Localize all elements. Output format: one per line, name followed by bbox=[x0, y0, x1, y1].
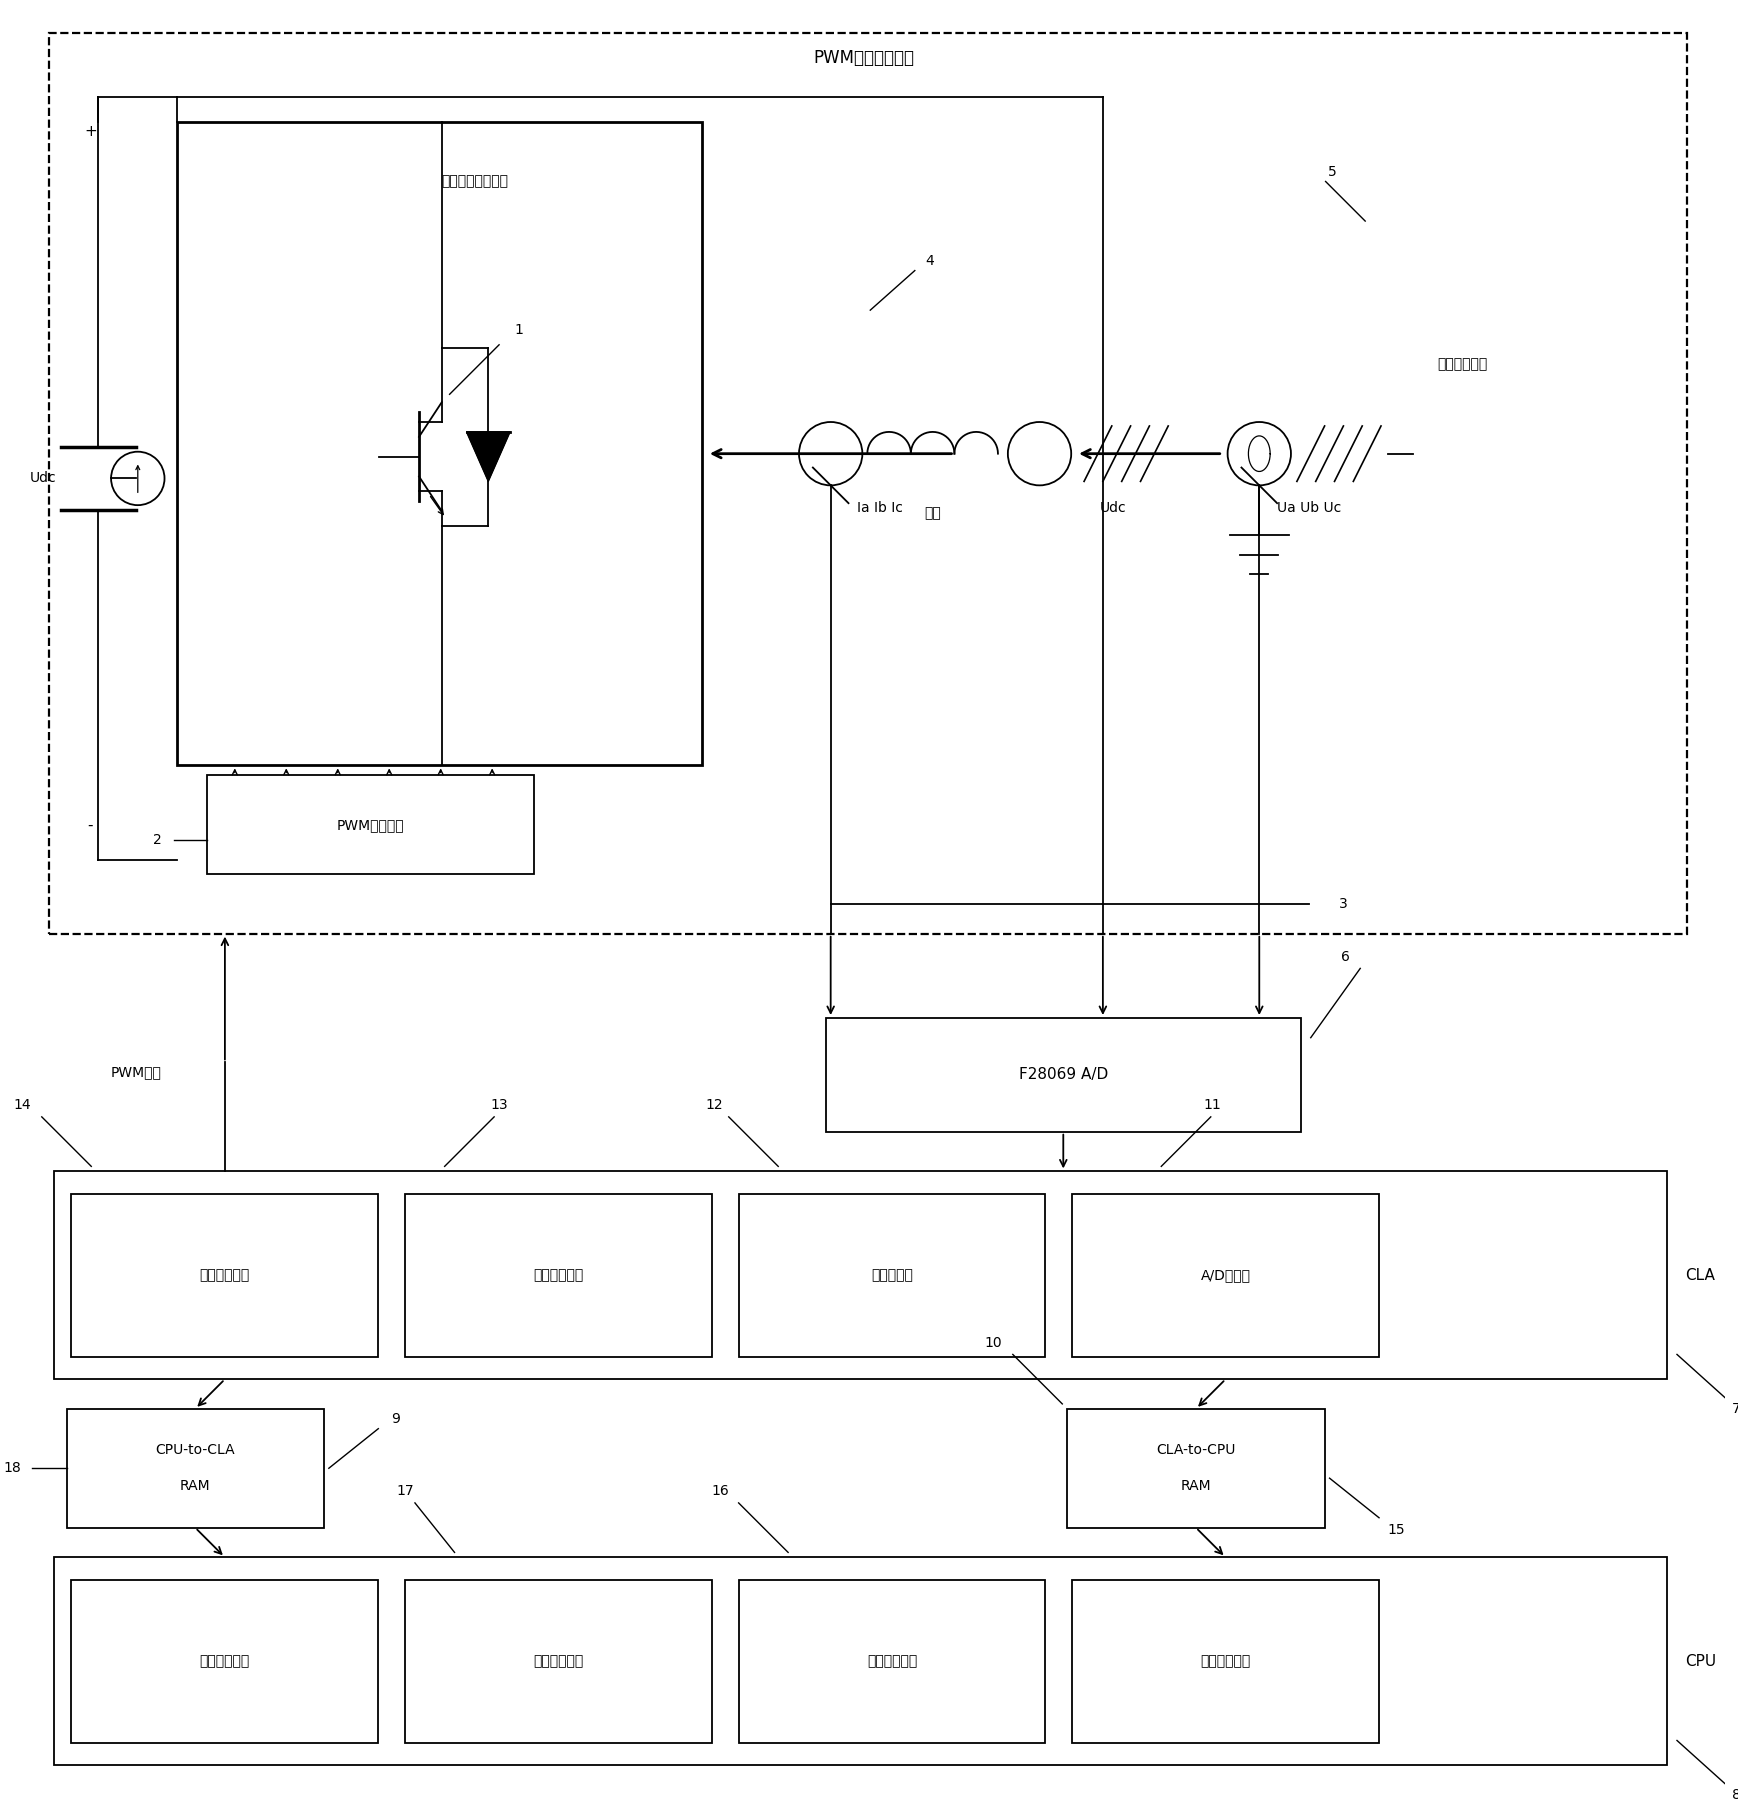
Text: 电网电压锁相: 电网电压锁相 bbox=[1201, 1653, 1251, 1668]
Text: PWM驱动电路: PWM驱动电路 bbox=[337, 819, 405, 831]
Bar bbox=[739, 1579, 1046, 1743]
Text: 11: 11 bbox=[1204, 1099, 1222, 1111]
Text: 14: 14 bbox=[14, 1099, 31, 1111]
Text: 16: 16 bbox=[713, 1484, 730, 1499]
Bar bbox=[71, 1193, 379, 1357]
Text: +: + bbox=[83, 124, 97, 140]
Text: PWM输出: PWM输出 bbox=[111, 1066, 162, 1079]
Text: 17: 17 bbox=[396, 1484, 414, 1499]
Text: 4: 4 bbox=[925, 253, 933, 267]
Text: Udc: Udc bbox=[30, 471, 57, 486]
Text: 18: 18 bbox=[3, 1461, 21, 1475]
Text: CPU: CPU bbox=[1684, 1653, 1715, 1668]
Text: 13: 13 bbox=[490, 1099, 507, 1111]
Bar bbox=[54, 1171, 1667, 1379]
Text: CLA: CLA bbox=[1684, 1268, 1715, 1282]
Bar bbox=[739, 1193, 1046, 1357]
Bar bbox=[71, 1579, 379, 1743]
Text: Udc: Udc bbox=[1100, 500, 1126, 515]
Bar bbox=[49, 33, 1688, 933]
Text: 10: 10 bbox=[984, 1335, 1001, 1350]
Bar bbox=[405, 1579, 713, 1743]
Text: 开关频率控制: 开关频率控制 bbox=[534, 1653, 584, 1668]
Bar bbox=[826, 1019, 1300, 1131]
Text: CLA-to-CPU: CLA-to-CPU bbox=[1156, 1444, 1236, 1457]
Bar bbox=[1067, 1410, 1324, 1528]
Text: 9: 9 bbox=[391, 1412, 400, 1426]
Text: 三相交流电网: 三相交流电网 bbox=[1437, 358, 1488, 371]
Bar bbox=[1072, 1579, 1378, 1743]
Text: 5: 5 bbox=[1328, 164, 1337, 178]
Text: RAM: RAM bbox=[1180, 1479, 1211, 1493]
Bar bbox=[405, 1193, 713, 1357]
Bar bbox=[177, 122, 702, 766]
Text: CPU-to-CLA: CPU-to-CLA bbox=[155, 1444, 235, 1457]
Bar bbox=[207, 775, 534, 875]
Text: A/D值读取: A/D值读取 bbox=[1201, 1268, 1251, 1282]
Text: Ua Ub Uc: Ua Ub Uc bbox=[1277, 500, 1342, 515]
Text: 2: 2 bbox=[153, 833, 162, 846]
Text: 15: 15 bbox=[1387, 1523, 1404, 1537]
Text: RAM: RAM bbox=[181, 1479, 210, 1493]
Text: 直流电压控制: 直流电压控制 bbox=[867, 1653, 918, 1668]
Text: 12: 12 bbox=[706, 1099, 723, 1111]
Text: 开关频率计算: 开关频率计算 bbox=[534, 1268, 584, 1282]
Text: 7: 7 bbox=[1733, 1402, 1738, 1415]
Text: 6: 6 bbox=[1342, 950, 1350, 964]
Text: Ia Ib Ic: Ia Ib Ic bbox=[857, 500, 904, 515]
Polygon shape bbox=[466, 431, 509, 482]
Text: 8: 8 bbox=[1733, 1788, 1738, 1803]
Text: 电流滞环控制: 电流滞环控制 bbox=[200, 1268, 250, 1282]
Text: PWM整流器主电路: PWM整流器主电路 bbox=[813, 49, 914, 67]
Bar bbox=[1072, 1193, 1378, 1357]
Text: 1: 1 bbox=[514, 324, 523, 337]
Bar bbox=[66, 1410, 323, 1528]
Text: 三相电压型逆变器: 三相电压型逆变器 bbox=[441, 175, 507, 189]
Text: 电感: 电感 bbox=[925, 506, 940, 520]
Text: -: - bbox=[87, 817, 94, 833]
Bar bbox=[54, 1557, 1667, 1764]
Text: 平均值计算: 平均值计算 bbox=[871, 1268, 912, 1282]
Text: F28069 A/D: F28069 A/D bbox=[1018, 1068, 1107, 1082]
Text: 3: 3 bbox=[1338, 897, 1347, 911]
Text: 给定电流产生: 给定电流产生 bbox=[200, 1653, 250, 1668]
